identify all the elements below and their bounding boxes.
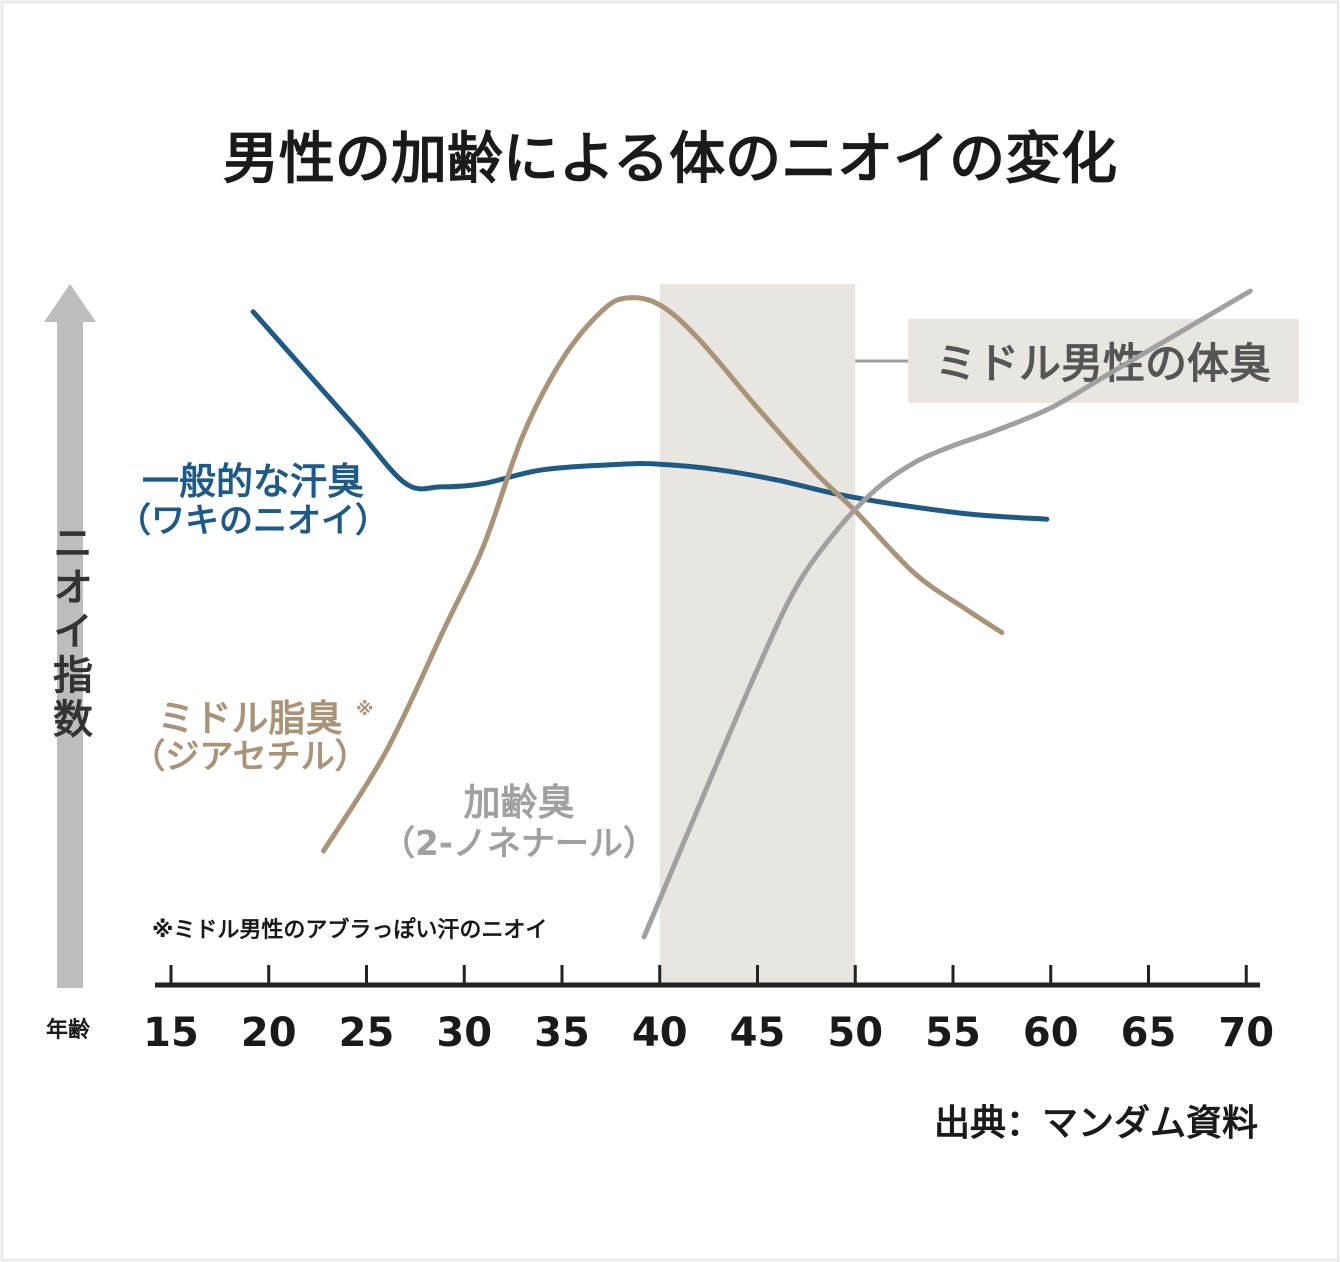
- x-tick-label: 20: [241, 1010, 297, 1056]
- x-tick-label: 45: [730, 1010, 786, 1056]
- x-tick-label: 65: [1121, 1010, 1177, 1056]
- series-line-sweat: [250, 309, 1050, 522]
- series-line-middle-fat: [321, 295, 1005, 854]
- y-axis-arrow-head: [44, 284, 96, 322]
- footnote: ※ミドル男性のアブラっぽい汗のニオイ: [152, 917, 547, 943]
- chart-title: 男性の加齢による体のニオイの変化: [223, 127, 1117, 192]
- x-tick-label: 60: [1023, 1010, 1079, 1056]
- y-axis-label: ニオイ指数: [46, 522, 93, 742]
- highlight-label: ミドル男性の体臭: [935, 339, 1271, 388]
- x-axis-label: 年齢: [46, 1017, 91, 1043]
- series-label-middle-fat-mark: ※: [356, 699, 374, 720]
- series-label-sweat-sub: （ワキのニオイ）: [117, 501, 389, 541]
- x-tick-label: 25: [339, 1010, 395, 1056]
- x-tick-label: 40: [632, 1010, 688, 1056]
- highlight-label-box: [908, 319, 1299, 403]
- series-label-middle-fat-sub: （ジアセチル）: [131, 737, 368, 777]
- series-label-sweat: 一般的な汗臭: [142, 460, 364, 503]
- x-tick-label: 30: [436, 1010, 492, 1056]
- series-label-aging-sub: （2-ノネナール）: [381, 824, 657, 864]
- y-axis-arrow-shaft: [57, 318, 83, 988]
- x-tick-label: 55: [925, 1010, 981, 1056]
- series-label-middle-fat: ミドル脂臭: [158, 697, 343, 740]
- x-tick-label: 70: [1218, 1010, 1274, 1056]
- series-line-aging: [641, 288, 1253, 940]
- highlight-band: [659, 284, 856, 985]
- x-tick-label: 35: [534, 1010, 590, 1056]
- source-note: 出典：マンダム資料: [934, 1103, 1258, 1144]
- x-tick-label: 15: [143, 1010, 199, 1056]
- series-label-aging: 加齢臭: [464, 781, 575, 824]
- x-tick-label: 50: [827, 1010, 883, 1056]
